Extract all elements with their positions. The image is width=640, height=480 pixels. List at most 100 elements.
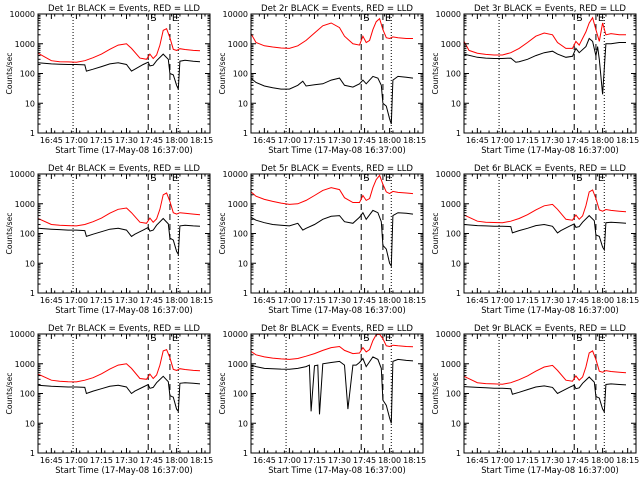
x-tick-label: 17:00 [491, 296, 514, 305]
series-line-lld [251, 174, 414, 205]
y-tick-label: 10 [238, 99, 248, 108]
y-tick-label: 10 [25, 419, 35, 428]
series-line-lld [38, 348, 201, 383]
x-tick-label: 17:00 [491, 136, 514, 145]
y-tick-label: 1 [243, 449, 248, 458]
y-tick-label: 100 [20, 70, 35, 79]
x-tick-label: 18:15 [616, 296, 639, 305]
x-tick-label: 18:15 [190, 296, 213, 305]
x-axis-label: Start Time (17-May-08 16:37:00) [268, 465, 406, 475]
x-tick-label: 17:15 [516, 456, 539, 465]
series-line-lld [38, 28, 201, 63]
marker-label: E [172, 13, 178, 24]
y-tick-label: 100 [20, 390, 35, 399]
panel-title: Det 6r BLACK = Events, RED = LLD [474, 164, 626, 174]
marker-label: S [363, 333, 369, 344]
x-axis-label: Start Time (17-May-08 16:37:00) [268, 145, 406, 155]
y-tick-label: 1000 [228, 360, 248, 369]
y-tick-label: 100 [446, 70, 461, 79]
x-tick-label: 18:15 [403, 296, 426, 305]
panel-title: Det 7r BLACK = Events, RED = LLD [48, 324, 200, 334]
x-tick-label: 17:30 [115, 296, 138, 305]
x-tick-label: 17:30 [328, 136, 351, 145]
panel-title: Det 8r BLACK = Events, RED = LLD [261, 324, 413, 334]
x-tick-label: 17:00 [278, 136, 301, 145]
series-line-events [38, 375, 201, 413]
marker-label: E [385, 173, 391, 184]
y-tick-label: 1 [243, 289, 248, 298]
x-tick-label: 18:15 [190, 456, 213, 465]
x-tick-label: 18:00 [378, 296, 401, 305]
marker-label: S [576, 333, 582, 344]
y-tick-label: 1000 [228, 200, 248, 209]
x-tick-label: 17:30 [328, 296, 351, 305]
panel-title: Det 5r BLACK = Events, RED = LLD [261, 164, 413, 174]
y-tick-label: 10000 [10, 170, 35, 179]
y-tick-label: 1 [30, 449, 35, 458]
y-tick-label: 10 [451, 259, 461, 268]
y-tick-label: 10 [238, 419, 248, 428]
x-tick-label: 16:45 [466, 136, 489, 145]
x-tick-label: 17:30 [541, 296, 564, 305]
y-tick-label: 10 [451, 419, 461, 428]
marker-label: E [598, 13, 604, 24]
x-tick-label: 18:00 [591, 296, 614, 305]
x-tick-label: 18:00 [378, 456, 401, 465]
y-tick-label: 1 [30, 289, 35, 298]
x-tick-label: 17:30 [541, 456, 564, 465]
y-tick-label: 10000 [223, 170, 248, 179]
y-tick-label: 1000 [441, 360, 461, 369]
x-tick-label: 17:15 [516, 136, 539, 145]
y-axis-label: Counts/sec [218, 373, 227, 415]
x-tick-label: 17:15 [90, 456, 113, 465]
y-tick-label: 100 [233, 230, 248, 239]
panel-title: Det 2r BLACK = Events, RED = LLD [261, 4, 413, 14]
y-tick-label: 1 [456, 129, 461, 138]
x-axis-label: Start Time (17-May-08 16:37:00) [55, 305, 193, 315]
y-tick-label: 10000 [436, 170, 461, 179]
x-tick-label: 16:45 [40, 456, 63, 465]
y-axis-label: Counts/sec [5, 213, 14, 255]
y-tick-label: 1000 [15, 40, 35, 49]
marker-label: S [363, 173, 369, 184]
x-tick-label: 17:15 [303, 296, 326, 305]
x-tick-label: 17:15 [90, 136, 113, 145]
y-tick-label: 10000 [436, 330, 461, 339]
x-tick-label: 17:45 [566, 296, 589, 305]
y-tick-label: 10000 [10, 330, 35, 339]
x-axis-label: Start Time (17-May-08 16:37:00) [55, 465, 193, 475]
y-axis-label: Counts/sec [218, 53, 227, 95]
x-tick-label: 16:45 [40, 296, 63, 305]
x-tick-label: 17:45 [140, 136, 163, 145]
series-group [251, 334, 414, 424]
series-line-events [38, 53, 201, 90]
y-tick-label: 10 [238, 259, 248, 268]
y-axis-label: Counts/sec [431, 53, 440, 95]
y-tick-label: 100 [446, 230, 461, 239]
x-tick-label: 17:45 [353, 136, 376, 145]
series-line-events [251, 356, 414, 424]
x-tick-label: 18:00 [591, 456, 614, 465]
marker-label: S [576, 13, 582, 24]
y-tick-label: 1000 [441, 40, 461, 49]
y-axis-label: Counts/sec [431, 213, 440, 255]
x-tick-label: 18:00 [165, 296, 188, 305]
x-tick-label: 17:30 [115, 136, 138, 145]
x-tick-label: 17:45 [353, 296, 376, 305]
x-tick-label: 18:15 [190, 136, 213, 145]
y-tick-label: 1000 [228, 40, 248, 49]
y-tick-label: 1000 [441, 200, 461, 209]
y-tick-label: 10 [451, 99, 461, 108]
marker-label: S [576, 173, 582, 184]
x-tick-label: 17:30 [115, 456, 138, 465]
marker-label: E [385, 13, 391, 24]
panel-title: Det 9r BLACK = Events, RED = LLD [474, 324, 626, 334]
series-line-lld [38, 192, 201, 227]
series-line-events [251, 209, 414, 268]
